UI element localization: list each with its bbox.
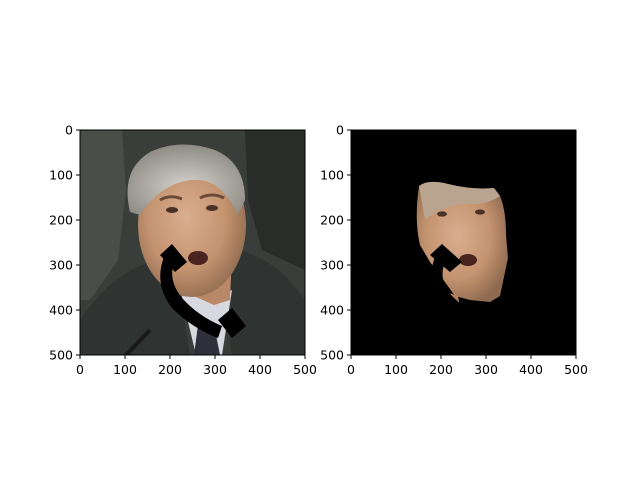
background-person-right <box>245 130 305 270</box>
left-xtick-label: 0 <box>76 362 84 377</box>
background-person-left <box>80 130 126 300</box>
left-ytick-label: 0 <box>65 123 73 138</box>
left-xtick-label: 200 <box>158 362 182 377</box>
right-ytick-label: 400 <box>320 303 344 318</box>
left-eye <box>166 207 178 213</box>
microphone <box>124 328 152 355</box>
left-axes-frame <box>79 129 306 356</box>
left-xtick-label: 400 <box>248 362 272 377</box>
mouth <box>459 254 477 266</box>
right-ytick-label: 100 <box>320 168 344 183</box>
right-eyebrow <box>199 193 225 200</box>
left-eyebrow <box>159 195 183 202</box>
left-ytick-label: 500 <box>49 348 73 363</box>
right-xtick-label: 300 <box>474 362 498 377</box>
right-xtick-label: 500 <box>564 362 588 377</box>
handset-handle <box>431 252 478 326</box>
right-eye <box>206 205 218 211</box>
phone-occluder <box>160 244 246 338</box>
mouth <box>188 251 208 265</box>
left-photo <box>80 130 305 355</box>
right-axes-frame <box>350 129 577 356</box>
right-xtick-label: 0 <box>347 362 355 377</box>
left-xtick-label: 300 <box>203 362 227 377</box>
right-xtick-label: 400 <box>519 362 543 377</box>
left-ytick-label: 200 <box>49 213 73 228</box>
handset-earpiece <box>430 244 462 272</box>
right-ytick-label: 200 <box>320 213 344 228</box>
handset-earpiece <box>160 244 187 272</box>
left-ytick-label: 100 <box>49 168 73 183</box>
forehead-hair-fringe <box>419 181 500 220</box>
phone-occluder-mask <box>430 244 478 326</box>
left-xtick-label: 500 <box>293 362 317 377</box>
right-ytick-label: 300 <box>320 258 344 273</box>
right-ytick-label: 0 <box>336 123 344 138</box>
right-eye <box>475 209 485 215</box>
right-xtick-label: 200 <box>429 362 453 377</box>
left-eye <box>437 211 447 217</box>
left-xtick-label: 100 <box>113 362 137 377</box>
right-xtick-label: 100 <box>384 362 408 377</box>
handset-mouthpiece <box>218 308 246 338</box>
right-ytick-label: 500 <box>320 348 344 363</box>
left-ytick-label: 300 <box>49 258 73 273</box>
hair <box>127 144 245 215</box>
left-ytick-label: 400 <box>49 303 73 318</box>
